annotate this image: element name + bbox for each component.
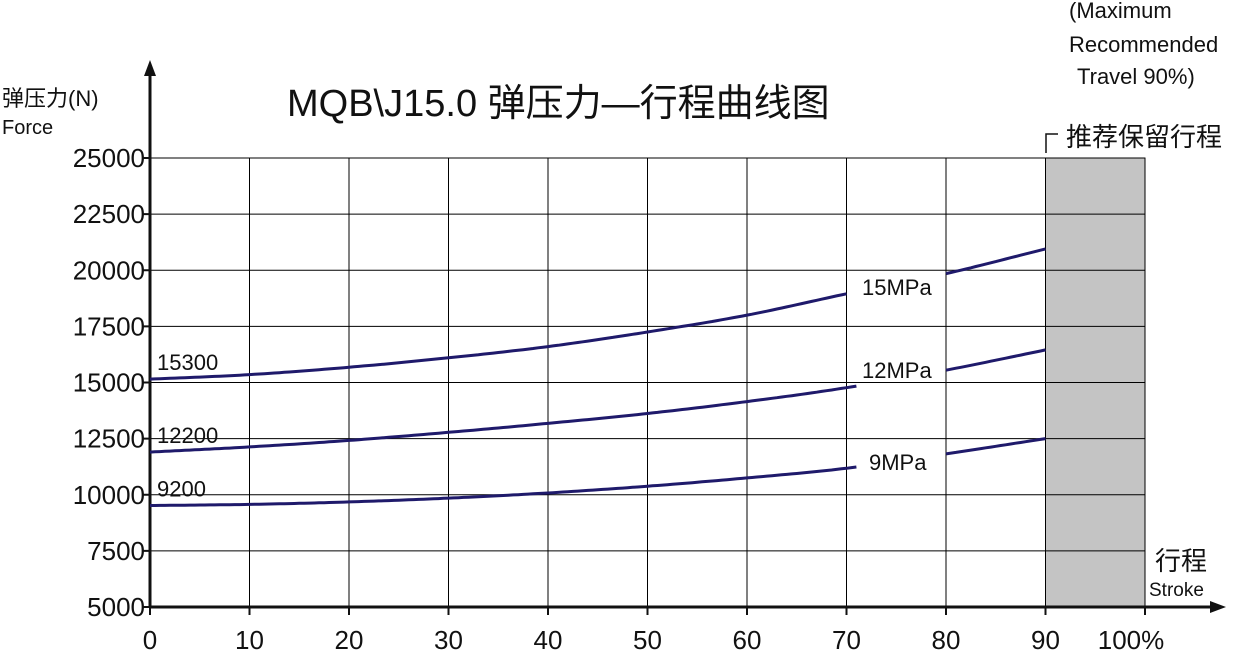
reserve-label-leader — [1045, 133, 1058, 153]
x-tick-label: 90 — [1031, 625, 1060, 650]
y-axis-label: 弹压力(N) — [2, 86, 99, 111]
x-tick-label: 50 — [633, 625, 662, 650]
series-name-label: 12MPa — [862, 358, 932, 383]
y-axis-ticks: 5000 7500 10000 12500 15000 17500 20000 22500 25… — [73, 143, 150, 622]
y-tick-label: 25000 — [73, 143, 145, 173]
y-tick-label: 12500 — [73, 424, 145, 454]
y-axis-arrow-icon — [144, 60, 156, 76]
x-tick-label: 70 — [832, 625, 861, 650]
series-lines — [149, 247, 1046, 507]
x-tick-label: 20 — [335, 625, 364, 650]
reserve-note-line-1: (Maximum — [1069, 0, 1172, 23]
y-tick-label: 10000 — [73, 480, 145, 510]
series-line-9MPa — [150, 437, 1046, 507]
x-axis-ticks: 0 10 20 30 40 50 60 70 80 90 100% — [143, 607, 1164, 650]
grid-lines — [150, 157, 1146, 607]
x-tick-label: 30 — [434, 625, 463, 650]
series-line-15MPa — [149, 247, 1046, 381]
y-tick-label: 20000 — [73, 255, 145, 285]
reserve-note-line-3: Travel 90%) — [1077, 64, 1195, 89]
series-line-12MPa — [149, 348, 1046, 454]
x-tick-label: 80 — [932, 625, 961, 650]
x-tick-label: 0 — [143, 625, 157, 650]
x-axis-label: 行程 — [1155, 546, 1207, 576]
y-tick-label: 17500 — [73, 311, 145, 341]
x-tick-label: 40 — [534, 625, 563, 650]
series-start-label: 12200 — [157, 423, 218, 448]
chart-title: MQB\J15.0 弹压力—行程曲线图 — [287, 83, 830, 125]
series-name-label: 9MPa — [869, 450, 927, 475]
y-tick-label: 22500 — [73, 199, 145, 229]
y-tick-label: 5000 — [87, 592, 145, 622]
series-start-label: 9200 — [157, 477, 206, 502]
series-start-label: 15300 — [157, 350, 218, 375]
y-tick-label: 7500 — [87, 536, 145, 566]
reserve-region-label: 推荐保留行程 — [1066, 122, 1222, 152]
series-name-label: 15MPa — [862, 275, 932, 300]
y-tick-label: 15000 — [73, 368, 145, 398]
reserve-note-line-2: Recommended — [1069, 32, 1218, 57]
x-tick-label: 100% — [1098, 625, 1165, 650]
x-axis-label-en: Stroke — [1149, 580, 1204, 601]
y-axis-label-en: Force — [2, 117, 53, 139]
x-tick-label: 10 — [235, 625, 264, 650]
x-axis-arrow-icon — [1210, 601, 1226, 613]
x-tick-label: 60 — [733, 625, 762, 650]
series-labels: 15MPa 15300 12MPa 12200 9MPa 9200 — [157, 275, 932, 502]
